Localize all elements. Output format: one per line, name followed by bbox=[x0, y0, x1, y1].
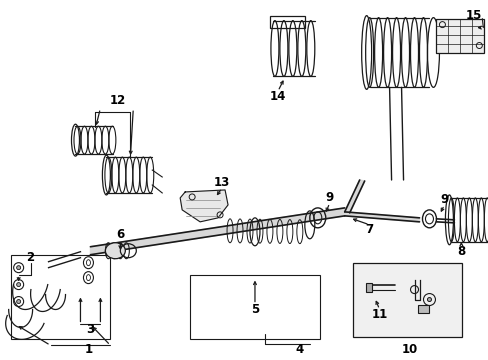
Text: 9: 9 bbox=[439, 193, 447, 206]
Bar bbox=[269, 15, 304, 28]
Polygon shape bbox=[344, 180, 364, 213]
Text: 5: 5 bbox=[250, 303, 259, 316]
Text: 1: 1 bbox=[84, 343, 92, 356]
Ellipse shape bbox=[17, 266, 20, 270]
Text: 10: 10 bbox=[401, 343, 417, 356]
Polygon shape bbox=[344, 212, 419, 222]
Text: 12: 12 bbox=[109, 94, 125, 107]
Bar bbox=[436, 19, 483, 54]
Text: 2: 2 bbox=[26, 251, 35, 264]
Text: 14: 14 bbox=[269, 90, 285, 103]
Text: 11: 11 bbox=[371, 308, 387, 321]
Bar bbox=[365, 283, 371, 292]
Bar bbox=[352, 263, 462, 337]
Text: 9: 9 bbox=[325, 192, 333, 204]
Bar bbox=[11, 255, 110, 339]
Text: 3: 3 bbox=[86, 323, 94, 336]
Ellipse shape bbox=[105, 243, 125, 259]
Ellipse shape bbox=[17, 283, 20, 287]
Text: 8: 8 bbox=[456, 245, 465, 258]
Bar bbox=[190, 275, 319, 339]
Text: 4: 4 bbox=[295, 343, 304, 356]
Polygon shape bbox=[90, 208, 344, 255]
Text: 6: 6 bbox=[116, 228, 124, 241]
Ellipse shape bbox=[427, 298, 430, 302]
Polygon shape bbox=[180, 190, 227, 222]
Text: 13: 13 bbox=[214, 176, 230, 189]
Text: 7: 7 bbox=[365, 223, 373, 236]
Ellipse shape bbox=[17, 300, 20, 303]
Polygon shape bbox=[369, 285, 394, 289]
Text: 15: 15 bbox=[465, 9, 481, 22]
Bar bbox=[417, 305, 428, 314]
